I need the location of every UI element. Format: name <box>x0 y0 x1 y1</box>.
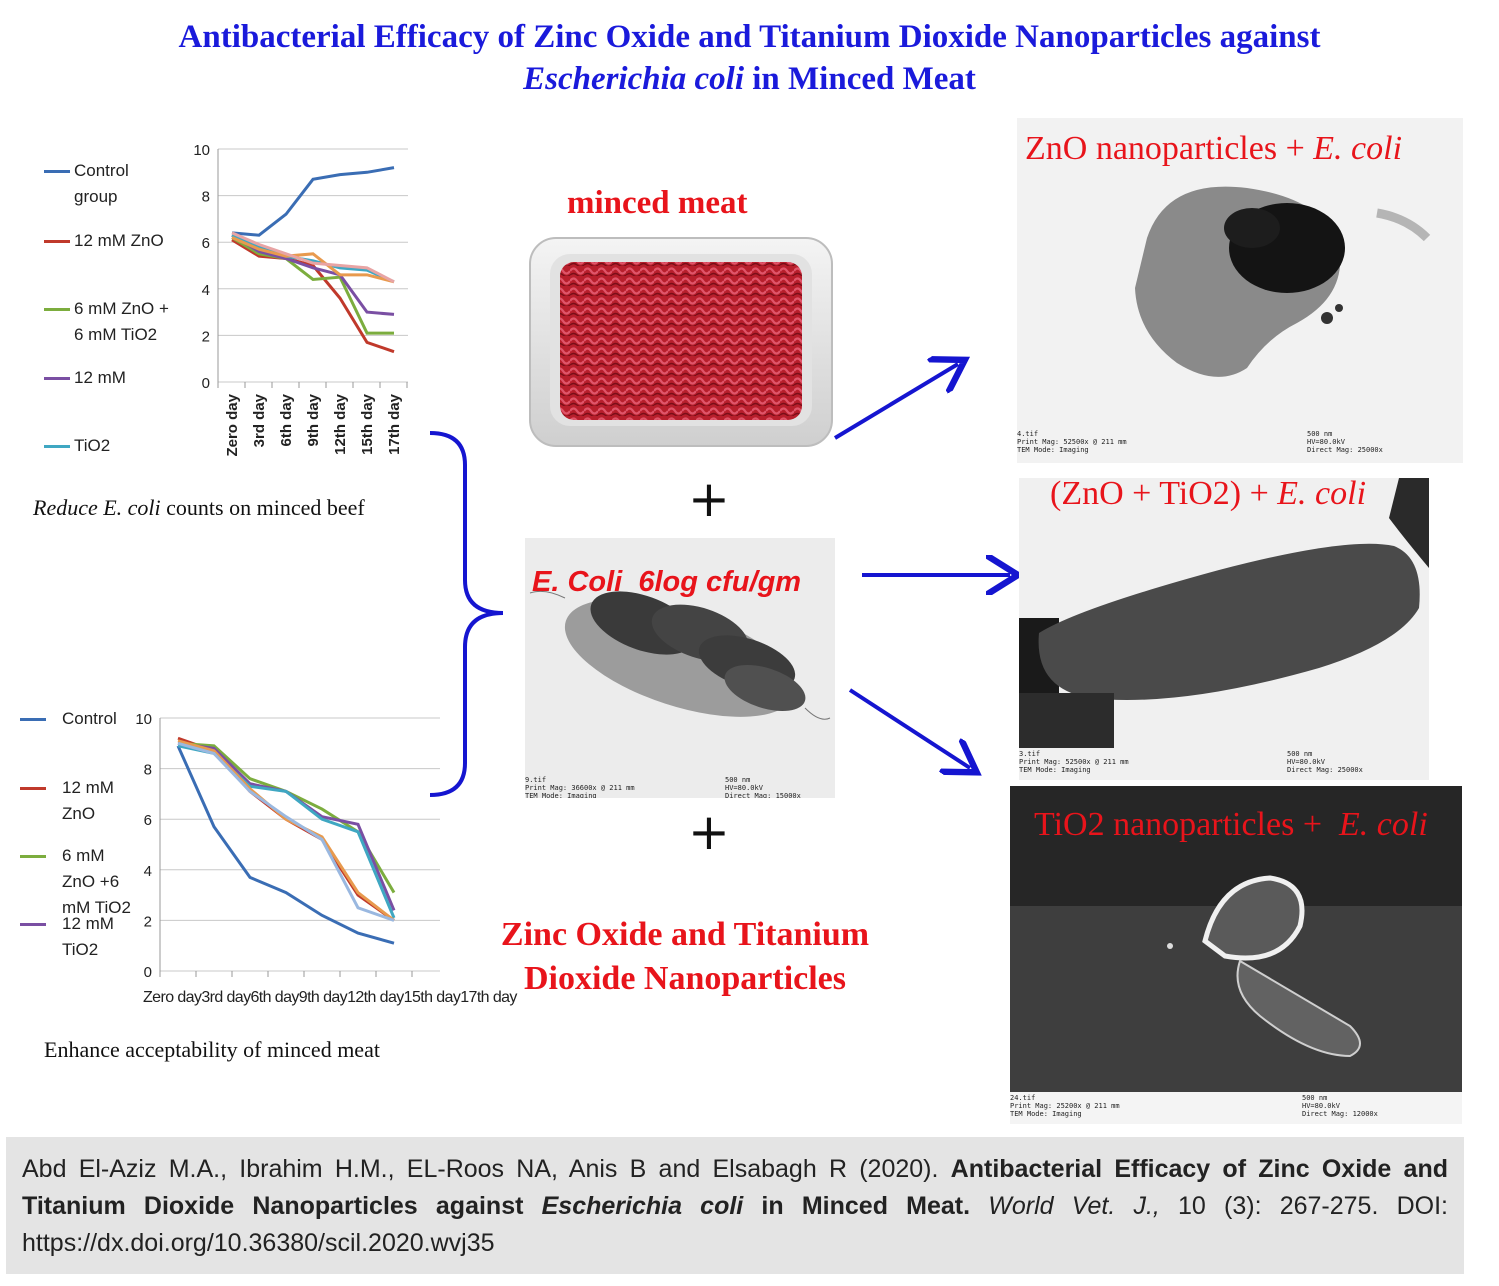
y-tick-label: 0 <box>202 375 210 392</box>
y-tick-label: 4 <box>202 282 210 299</box>
minced-meat-image <box>529 237 833 447</box>
chart2-xlabels: Zero day3rd day6th day9th day12th day15t… <box>143 989 517 1006</box>
series-line <box>231 238 395 354</box>
x-tick-label: 17th day <box>386 393 403 455</box>
y-tick-label: 8 <box>144 762 152 779</box>
plus-sign-1: + <box>688 470 730 528</box>
series-line <box>231 233 395 316</box>
y-tick-label: 4 <box>144 863 152 880</box>
arrow-to-tio2 <box>848 688 970 768</box>
brace-connector <box>429 431 504 797</box>
series-line <box>231 233 395 284</box>
x-tick-label: 9th day <box>305 393 322 446</box>
citation-title-a: Antibacterial Efficacy of Zinc Oxide and… <box>22 1155 1448 1220</box>
chart1-legend-12mm: 12 mM <box>44 365 174 391</box>
y-tick-label: 2 <box>144 913 152 930</box>
series-line <box>177 741 395 922</box>
tio2-label: TiO2 nanoparticles + E. coli <box>1034 806 1428 843</box>
title-line-2: Escherichia coli in Minced Meat <box>523 61 976 97</box>
y-tick-label: 0 <box>144 964 152 981</box>
citation-box: Abd El-Aziz M.A., Ibrahim H.M., EL-Roos … <box>6 1137 1464 1274</box>
x-tick-label: 15th day <box>359 393 376 455</box>
chart2-legend-tio2: 12 mM TiO2 <box>20 911 128 963</box>
chart1-legend-zno: 12 mM ZnO <box>44 228 184 254</box>
series-line <box>176 745 395 945</box>
y-tick-label: 6 <box>202 235 210 252</box>
x-tick-label: 12th day <box>332 393 349 455</box>
citation-rest: 10 (3): 267-275. DOI: https://dx.doi.org… <box>22 1192 1448 1257</box>
y-tick-label: 2 <box>202 328 210 345</box>
plus-sign-2: + <box>688 803 730 861</box>
citation-title-italic: Escherichia coli <box>541 1192 744 1220</box>
arrow-to-zno <box>833 364 958 440</box>
x-tick-label: Zero day <box>224 393 241 456</box>
x-tick-label: 3rd day <box>251 393 268 447</box>
series-line <box>231 231 395 284</box>
chart1-caption: Reduce E. coli counts on minced beef <box>33 495 365 520</box>
ecoli-label: E. Coli 6log cfu/gm <box>532 566 802 598</box>
mix-tem-image: 3.tif Print Mag: 52500x @ 211 mm TEM Mod… <box>1019 478 1429 780</box>
series-line <box>231 236 394 335</box>
mix-label: (ZnO + TiO2) + E. coli <box>1050 475 1367 512</box>
y-tick-label: 10 <box>193 142 210 159</box>
title-line-1: Antibacterial Efficacy of Zinc Oxide and… <box>178 19 1321 55</box>
chart1-svg: 0 2 4 6 8 10 Zero day 3rd day 6th day 9th day 12t… <box>193 142 408 457</box>
chart1-legend-mix: 6 mM ZnO + 6 mM TiO2 <box>44 296 174 348</box>
citation-title-b: in Minced Meat. <box>743 1192 971 1220</box>
tio2-tem-image: 24.tif Print Mag: 25200x @ 211 mm TEM Mo… <box>1010 786 1462 1124</box>
y-tick-label: 8 <box>202 189 210 206</box>
nanoparticles-label: Zinc Oxide and Titanium Dioxide Nanopart… <box>500 916 870 997</box>
x-tick-label: 6th day <box>278 393 295 446</box>
zno-label: ZnO nanoparticles + E. coli <box>1025 130 1403 167</box>
page-title: Antibacterial Efficacy of Zinc Oxide and… <box>0 16 1499 100</box>
chart2-legend-zno: 12 mM ZnO <box>20 775 128 827</box>
y-tick-label: 6 <box>144 812 152 829</box>
citation-journal: World Vet. J., <box>970 1192 1160 1220</box>
meat-label: minced meat <box>567 185 748 221</box>
chart2-legend-control: Control <box>20 706 132 732</box>
chart2-legend-mix: 6 mM ZnO +6 mM TiO2 <box>20 843 132 921</box>
series-line <box>177 739 395 922</box>
y-tick-label: 10 <box>135 711 152 728</box>
zno-tem-image: 4.tif Print Mag: 52500x @ 211 mm TEM Mod… <box>1017 118 1463 463</box>
chart2-caption: Enhance acceptability of minced meat <box>44 1037 380 1062</box>
series-line <box>231 166 395 237</box>
chart2-svg: 0 2 4 6 8 10 <box>135 711 440 981</box>
citation-authors: Abd El-Aziz M.A., Ibrahim H.M., EL-Roos … <box>22 1155 951 1183</box>
chart1-legend-control: Control group <box>44 158 164 210</box>
arrows <box>833 340 1030 790</box>
series-line <box>231 236 395 284</box>
chart1-legend-tio2: TiO2 <box>44 433 174 459</box>
ecoli-tem-image: 9.tif Print Mag: 36600x @ 211 mm TEM Mod… <box>525 538 835 798</box>
